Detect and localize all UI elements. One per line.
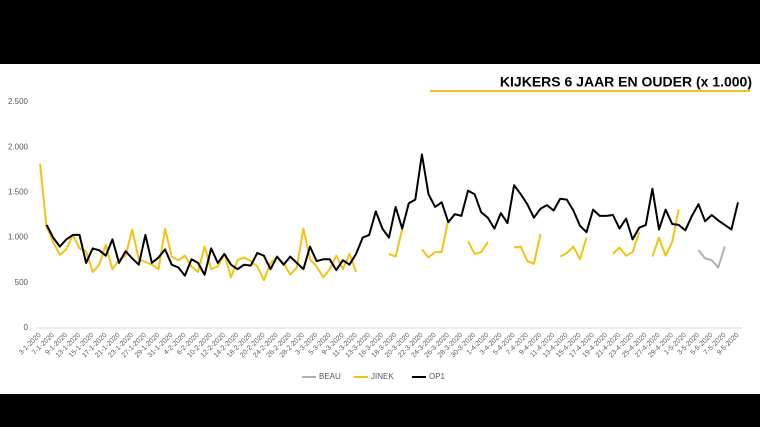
legend-label: OP1 (429, 372, 446, 381)
legend-label: BEAU (319, 372, 341, 381)
series-line (697, 246, 726, 269)
series-line (45, 153, 739, 277)
legend-label: JINEK (371, 372, 394, 381)
chart-title: KIJKERS 6 JAAR EN OUDER (x 1.000) (500, 74, 752, 90)
y-tick-label: 0 (24, 323, 29, 332)
slide (0, 64, 760, 394)
y-tick-label: 500 (15, 278, 29, 287)
y-tick-label: 1.000 (8, 233, 29, 242)
series-line (39, 163, 680, 282)
y-tick-label: 1.500 (8, 188, 29, 197)
y-tick-label: 2.000 (8, 142, 29, 151)
y-tick-label: 2.500 (8, 97, 29, 106)
